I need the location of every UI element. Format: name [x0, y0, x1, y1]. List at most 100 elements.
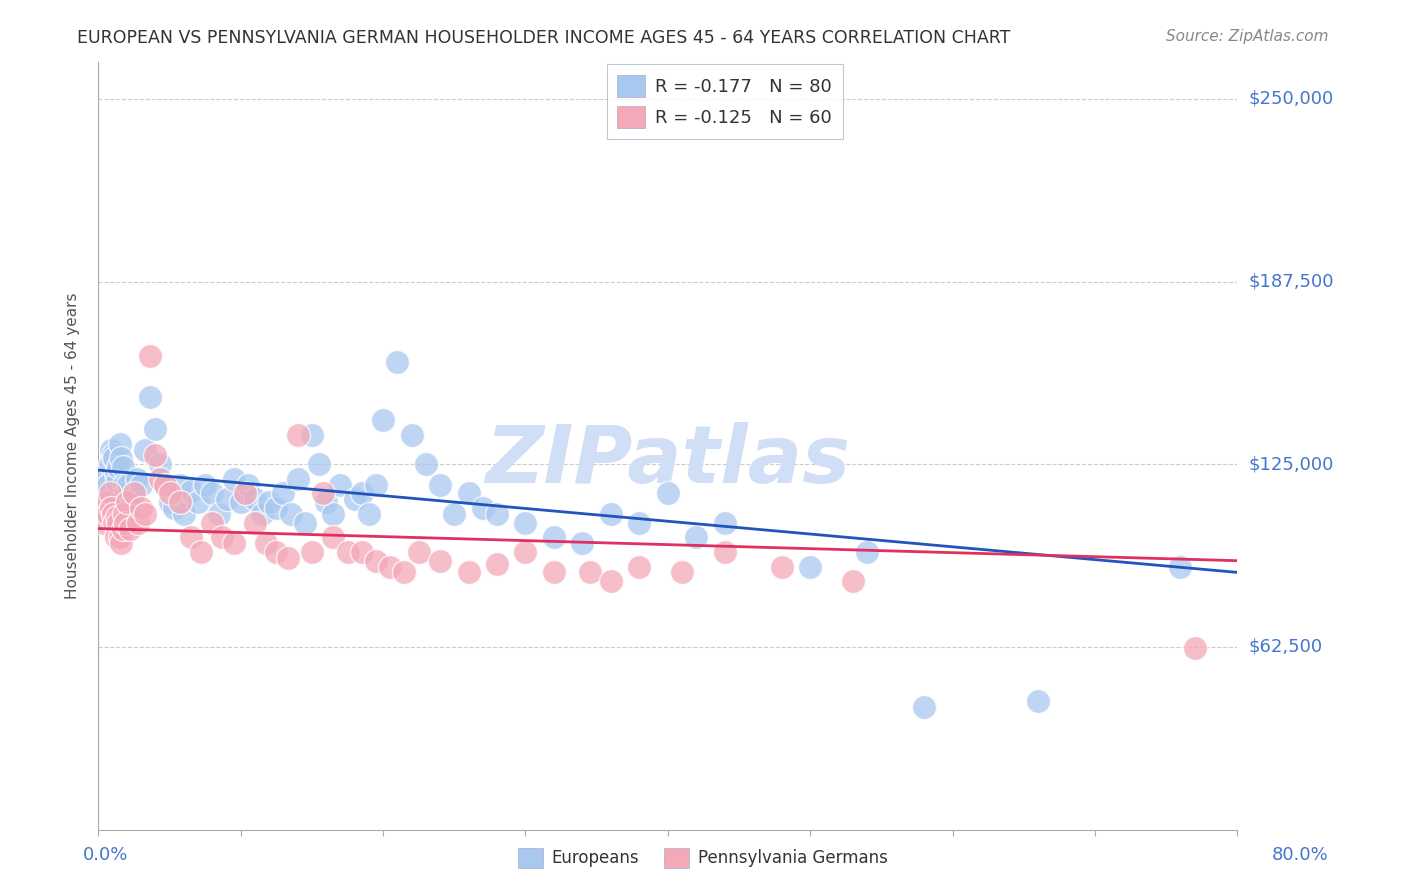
Point [155, 477, 177, 491]
Point [429, 477, 451, 491]
Point [110, 536, 132, 550]
Point [343, 492, 366, 507]
Point [169, 495, 191, 509]
Point [429, 554, 451, 568]
Point [91, 472, 114, 486]
Point [94, 495, 117, 509]
Point [129, 501, 152, 516]
Point [127, 516, 149, 530]
Point [259, 495, 281, 509]
Point [129, 477, 152, 491]
Point [115, 495, 138, 509]
Point [254, 536, 277, 550]
Point [96, 486, 118, 500]
Text: Source: ZipAtlas.com: Source: ZipAtlas.com [1166, 29, 1329, 44]
Point [628, 516, 651, 530]
Point [149, 472, 172, 486]
Text: $187,500: $187,500 [1249, 273, 1334, 291]
Text: ZIPatlas: ZIPatlas [485, 422, 851, 500]
Point [149, 457, 172, 471]
Legend: Europeans, Pennsylvania Germans: Europeans, Pennsylvania Germans [512, 841, 894, 875]
Point [394, 566, 416, 580]
Point [100, 501, 122, 516]
Point [1184, 641, 1206, 656]
Point [108, 530, 131, 544]
Point [105, 475, 128, 489]
Point [114, 486, 136, 500]
Point [101, 449, 124, 463]
Point [350, 545, 373, 559]
Point [101, 507, 124, 521]
Point [273, 486, 295, 500]
Point [1026, 694, 1049, 708]
Point [112, 477, 135, 491]
Point [138, 349, 160, 363]
Point [115, 495, 138, 509]
Point [1170, 559, 1192, 574]
Point [373, 413, 395, 427]
Point [457, 566, 479, 580]
Point [543, 530, 565, 544]
Point [229, 495, 252, 509]
Point [201, 486, 224, 500]
Point [770, 559, 793, 574]
Point [180, 483, 202, 498]
Point [134, 507, 156, 521]
Point [236, 477, 259, 491]
Point [294, 516, 316, 530]
Text: 80.0%: 80.0% [1272, 846, 1329, 863]
Point [222, 472, 245, 486]
Point [159, 486, 181, 500]
Point [600, 574, 623, 589]
Point [211, 530, 233, 544]
Point [104, 466, 127, 480]
Point [155, 477, 177, 491]
Point [408, 545, 430, 559]
Point [97, 477, 120, 491]
Point [180, 530, 202, 544]
Point [266, 501, 288, 516]
Point [118, 501, 141, 516]
Point [401, 428, 423, 442]
Point [671, 566, 693, 580]
Point [114, 516, 136, 530]
Point [322, 530, 344, 544]
Point [287, 428, 309, 442]
Point [117, 477, 139, 491]
Point [201, 516, 224, 530]
Point [173, 507, 195, 521]
Point [266, 545, 288, 559]
Point [103, 451, 125, 466]
Point [98, 457, 121, 471]
Point [243, 492, 266, 507]
Point [714, 516, 737, 530]
Point [301, 428, 323, 442]
Point [685, 530, 707, 544]
Point [98, 486, 121, 500]
Point [308, 457, 330, 471]
Point [657, 486, 679, 500]
Point [315, 495, 337, 509]
Point [122, 486, 145, 500]
Point [100, 442, 122, 457]
Point [118, 522, 141, 536]
Text: 0.0%: 0.0% [83, 846, 128, 863]
Point [110, 451, 132, 466]
Point [415, 457, 437, 471]
Point [104, 530, 127, 544]
Point [91, 516, 114, 530]
Point [380, 559, 402, 574]
Point [799, 559, 821, 574]
Point [122, 486, 145, 500]
Point [208, 507, 231, 521]
Point [159, 495, 181, 509]
Point [94, 507, 117, 521]
Point [312, 486, 335, 500]
Point [103, 516, 125, 530]
Point [277, 550, 299, 565]
Point [543, 566, 565, 580]
Point [578, 566, 600, 580]
Point [329, 477, 352, 491]
Point [107, 516, 129, 530]
Point [486, 507, 509, 521]
